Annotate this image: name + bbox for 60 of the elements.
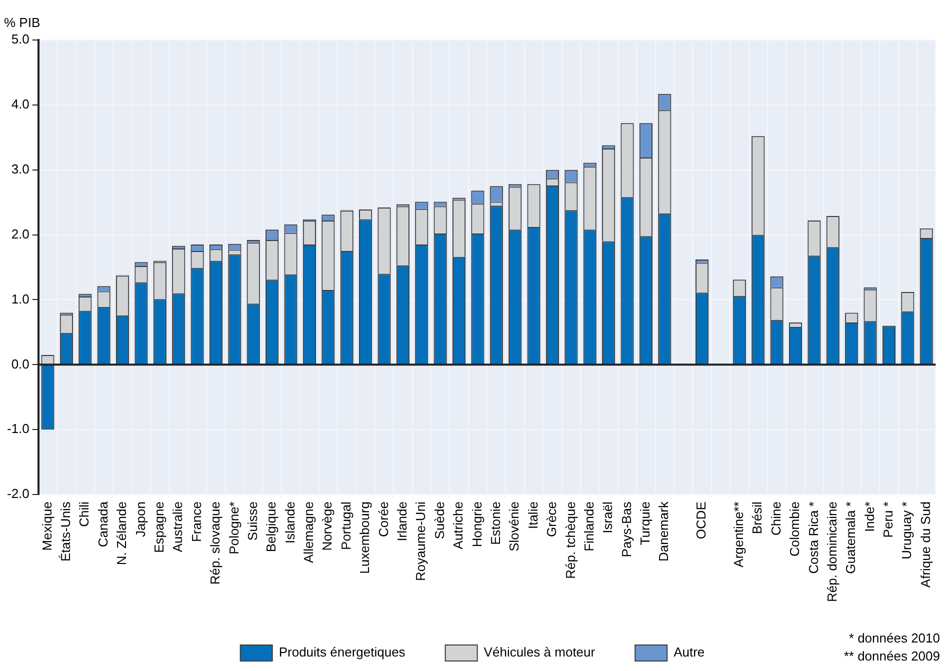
y-tick-label: -2.0 (6, 486, 30, 502)
x-tick-label: Rép. slovaque (208, 502, 223, 585)
x-tick-label: Inde* (862, 502, 877, 532)
x-tick-label: Chili (76, 501, 92, 527)
x-tick-label: Norvège (320, 502, 335, 551)
x-tick-label: Rép. dominicaine (824, 502, 840, 602)
x-tick-label: Chine (768, 502, 784, 536)
x-tick-label: Uruguay * (899, 502, 914, 560)
y-tick-label: 3.0 (11, 161, 30, 176)
x-tick-label: Slovénie (506, 502, 522, 552)
x-tick-label: Espagne (151, 502, 166, 553)
x-tick-label: N. Zélande (114, 502, 130, 566)
legend-label: Autre (674, 644, 705, 660)
y-tick-label: -1.0 (6, 421, 30, 436)
x-tick-label: Suède (432, 502, 447, 540)
y-tick-label: 5.0 (11, 32, 30, 47)
legend-label: Véhicules à moteur (484, 644, 596, 660)
x-tick-label: Allemagne (301, 502, 316, 563)
x-tick-label: Turquie (638, 502, 653, 546)
x-tick-label: Costa Rica * (806, 502, 821, 574)
x-tick-label: Estonie (488, 502, 503, 545)
x-tick-label: Luxembourg (357, 502, 372, 574)
x-tick-label: Royaume-Uni (413, 501, 428, 582)
x-tick-label: Finlande (581, 502, 596, 552)
x-tick-label: États-Unis (58, 501, 74, 562)
x-tick-label: Suisse (244, 502, 260, 541)
y-tick-label: 2.0 (11, 226, 30, 242)
x-tick-label: Irlande (394, 502, 410, 542)
x-tick-label: OCDE (694, 501, 709, 540)
y-tick-label: 1.0 (11, 291, 30, 306)
x-tick-label: Portugal (338, 501, 354, 550)
x-tick-label: Canada (95, 500, 110, 548)
x-tick-label: Afrique du Sud (918, 502, 933, 588)
x-tick-label: Pologne* (226, 502, 242, 554)
x-tick-label: Mexique (39, 502, 54, 551)
x-tick-label: Colombie (787, 502, 802, 556)
x-tick-label: Autriche (450, 502, 466, 550)
x-tick-label: Argentine** (731, 502, 746, 568)
x-tick-label: France (188, 502, 204, 542)
legend-label: Produits énergetiques (278, 644, 406, 660)
x-tick-label: Japon (132, 502, 148, 537)
x-tick-label: Danemark (656, 501, 672, 562)
y-axis-title: % PIB (4, 15, 40, 30)
text: ** données 2009 (844, 648, 940, 664)
x-tick-label: Hongrie (469, 502, 484, 548)
x-tick-label: Brésil (750, 501, 765, 534)
x-tick-label: Israël (600, 501, 616, 534)
y-tick-label: 0.0 (11, 356, 30, 372)
y-tick-label: 4.0 (11, 96, 30, 112)
x-tick-label: Belgique (264, 502, 279, 552)
x-tick-label: Grèce (544, 502, 560, 537)
x-tick-label: Corée (376, 502, 391, 537)
x-tick-label: Pays-Bas (618, 501, 634, 558)
x-tick-label: Islande (282, 502, 298, 544)
x-tick-label: Guatemala * (843, 502, 858, 574)
x-tick-label: Rép. tchèque (562, 502, 578, 579)
x-tick-label: Australie (170, 502, 186, 552)
x-tick-label: Italie (525, 502, 540, 530)
x-tick-label: Peru * (880, 502, 896, 538)
text: * données 2010 (848, 630, 940, 646)
